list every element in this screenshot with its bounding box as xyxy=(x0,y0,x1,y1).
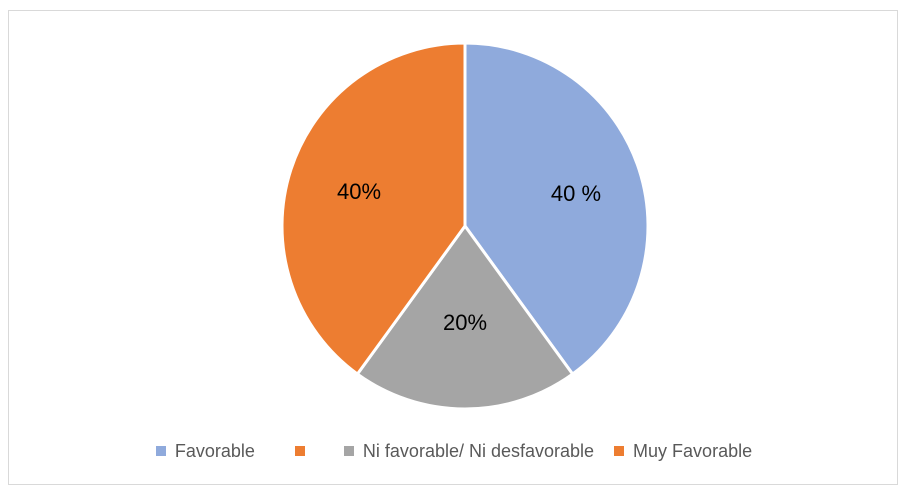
legend-swatch-muy-favorable xyxy=(614,446,625,456)
data-label-ni-favorable-ni-desfavorable: 20% xyxy=(443,310,487,335)
pie-data-labels: 40 % 20% 40% xyxy=(337,179,601,335)
legend-label-muy-favorable: Muy Favorable xyxy=(633,440,753,461)
legend-item-neutral: Ni favorable/ Ni desfavorable xyxy=(343,440,595,462)
legend-swatch-favorable xyxy=(155,446,166,456)
legend-item-muy-favorable: Muy Favorable xyxy=(614,441,752,462)
legend-label-favorable: Favorable xyxy=(174,440,255,461)
legend-item-favorable: Favorable xyxy=(155,440,255,462)
pie-slice-ni-favorable-ni-desfavorable xyxy=(355,224,575,411)
legend: Favorable Ni favorable/ Ni desfavorable … xyxy=(0,436,908,466)
data-label-favorable: 40 % xyxy=(551,181,601,206)
data-label-muy-favorable: 40% xyxy=(337,179,381,204)
pie-slices xyxy=(280,41,650,411)
pie-slice-muy-favorable xyxy=(280,41,467,376)
legend-item-unlabeled xyxy=(294,446,314,456)
legend-swatch-unlabeled xyxy=(294,446,305,456)
pie-slice-favorable xyxy=(463,41,650,376)
legend-label-neutral: Ni favorable/ Ni desfavorable xyxy=(362,440,595,461)
legend-swatch-neutral xyxy=(343,446,354,456)
